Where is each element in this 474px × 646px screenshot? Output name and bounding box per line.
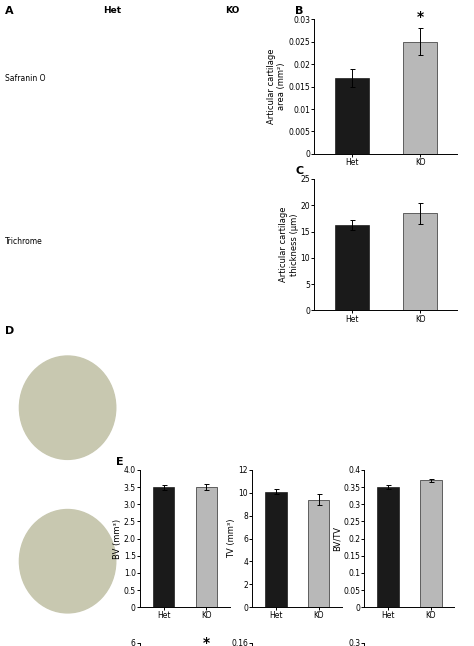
Text: A: A	[5, 6, 13, 16]
Bar	[403, 213, 437, 310]
Bar	[265, 492, 286, 607]
Text: KO: KO	[225, 6, 239, 16]
Y-axis label: Articular cartilage
area (mm²): Articular cartilage area (mm²)	[267, 49, 286, 125]
Text: Safranin O: Safranin O	[5, 74, 45, 83]
Text: Het: Het	[103, 6, 122, 16]
Bar	[308, 500, 329, 607]
Text: C: C	[295, 166, 304, 176]
Text: B: B	[295, 6, 304, 16]
Bar	[377, 487, 399, 607]
Bar	[153, 487, 174, 607]
Text: *: *	[203, 636, 210, 646]
Bar	[335, 78, 369, 154]
Bar	[403, 42, 437, 154]
Y-axis label: BV (mm³): BV (mm³)	[113, 519, 122, 559]
Text: E: E	[116, 457, 124, 466]
Y-axis label: BV/TV: BV/TV	[332, 526, 341, 551]
Bar	[335, 225, 369, 310]
Y-axis label: Articular cartilage
thickness (μm): Articular cartilage thickness (μm)	[279, 207, 299, 282]
Bar	[196, 487, 217, 607]
Bar	[420, 480, 442, 607]
Y-axis label: TV (mm³): TV (mm³)	[228, 519, 237, 558]
Text: Het: Het	[15, 333, 31, 342]
Text: *: *	[417, 10, 424, 24]
Text: Trichrome: Trichrome	[5, 237, 43, 246]
Text: KO: KO	[15, 489, 27, 498]
Text: D: D	[5, 326, 14, 336]
